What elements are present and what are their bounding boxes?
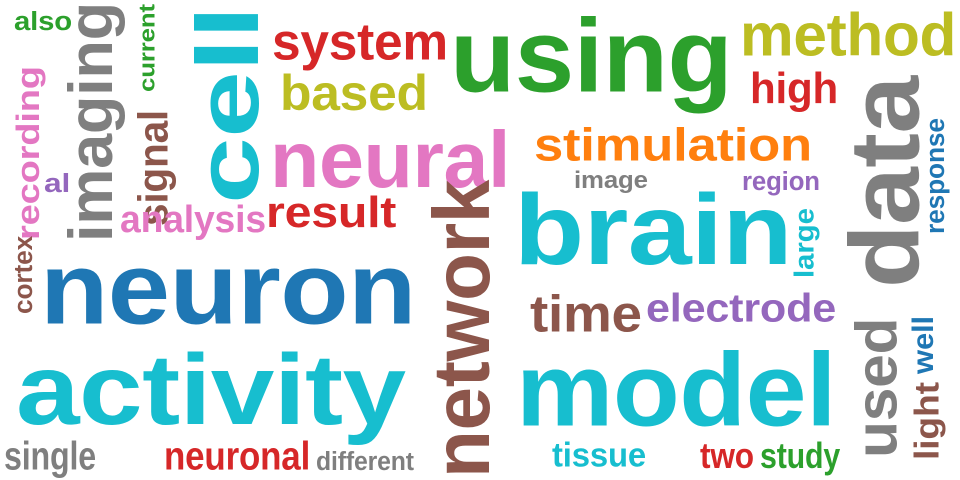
word-al: al [44,168,71,198]
word-method: method [740,1,957,69]
word-result: result [266,187,397,237]
word-neuron: neuron [40,231,416,347]
word-light: light [907,382,947,460]
word-large: large [788,208,820,278]
word-network: network [417,180,507,478]
word-two: two [700,435,754,477]
word-study: study [760,435,841,477]
word-tissue: tissue [552,435,647,475]
word-activity: activity [16,334,406,446]
word-image: image [574,166,648,194]
word-neuronal: neuronal [164,433,311,479]
word-analysis: analysis [120,197,266,241]
word-used: used [844,317,910,458]
word-high: high [750,63,839,113]
word-single: single [4,433,96,479]
word-imaging: imaging [56,2,126,243]
word-neural: neural [270,115,511,205]
word-based: based [280,65,428,121]
word-different: different [316,446,414,476]
word-cell: cell [178,6,278,204]
word-time: time [530,284,642,344]
word-data: data [830,76,940,288]
word-using: using [450,0,733,115]
word-system: system [272,12,448,72]
word-current: current [134,3,160,93]
word-stimulation: stimulation [534,119,812,171]
word-recording: recording [10,66,46,240]
word-cortex: cortex [8,235,38,314]
word-brain: brain [514,174,793,286]
word-well: well [906,316,940,374]
word-region: region [742,166,820,196]
word-response: response [920,118,950,234]
word-electrode: electrode [646,285,837,331]
word-model: model [516,331,837,449]
word-also: also [14,6,73,36]
